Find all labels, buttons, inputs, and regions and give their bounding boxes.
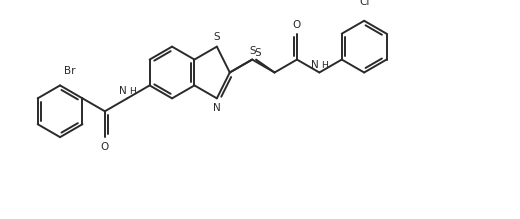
Text: H: H <box>321 62 328 71</box>
Text: O: O <box>101 142 109 152</box>
Text: S: S <box>250 46 256 56</box>
Text: Cl: Cl <box>359 0 369 7</box>
Text: N: N <box>213 103 220 113</box>
Text: N: N <box>119 86 127 96</box>
Text: N: N <box>311 60 319 71</box>
Text: S: S <box>254 48 261 58</box>
Text: H: H <box>129 87 136 96</box>
Text: O: O <box>293 20 301 30</box>
Text: Br: Br <box>64 66 75 76</box>
Text: S: S <box>214 32 220 42</box>
